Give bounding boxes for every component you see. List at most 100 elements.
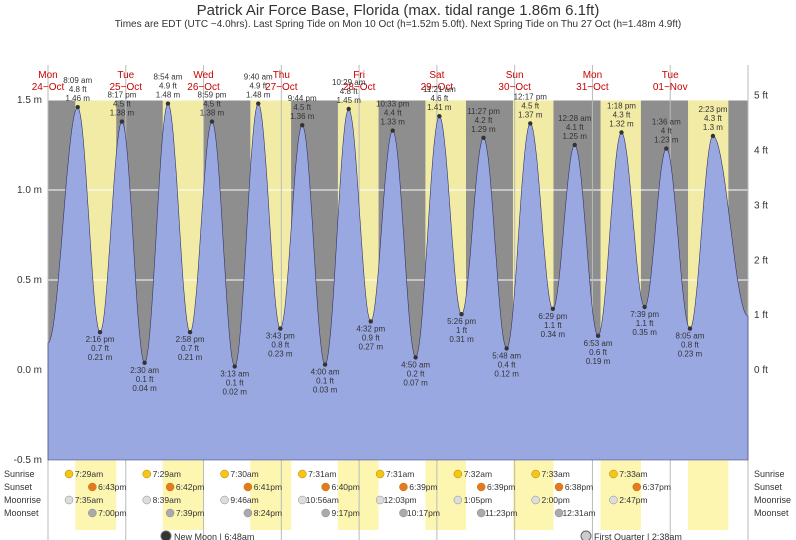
tide-m: 0.34 m	[541, 330, 566, 339]
tide-time: 8:09 am	[63, 76, 92, 85]
sun-time: 6:42pm	[176, 482, 204, 492]
day-dow: Tue	[662, 70, 679, 81]
sun-time: 8:39am	[153, 495, 181, 505]
tide-time: 4:00 am	[311, 368, 340, 377]
tide-time: 2:30 am	[130, 366, 159, 375]
sun-time: 7:29am	[75, 469, 103, 479]
tide-m: 1.23 m	[654, 136, 679, 145]
tide-time: 2:16 pm	[86, 335, 115, 344]
row-label-right: Sunrise	[754, 469, 785, 479]
tide-ft: 0.6 ft	[589, 348, 608, 357]
sun-icon	[399, 483, 407, 491]
tide-time: 8:54 am	[153, 73, 182, 82]
tide-ft: 1.1 ft	[636, 319, 655, 328]
tide-m: 0.31 m	[449, 335, 474, 344]
tide-marker	[688, 326, 692, 330]
tide-time: 5:48 am	[492, 351, 521, 360]
sun-time: 12:03pm	[384, 495, 417, 505]
tide-marker	[481, 136, 485, 140]
tide-time: 6:53 am	[584, 339, 613, 348]
sun-time: 9:17pm	[331, 508, 359, 518]
tide-m: 1.48 m	[246, 91, 271, 100]
tide-m: 0.21 m	[178, 353, 203, 362]
tide-m: 1.45 m	[336, 96, 361, 105]
moon-icon	[609, 496, 617, 504]
tide-marker	[391, 128, 395, 132]
tide-ft: 0.9 ft	[362, 333, 381, 342]
y-tick-m: 0.0 m	[17, 365, 42, 376]
sun-time: 7:39pm	[176, 508, 204, 518]
row-label-right: Sunset	[754, 482, 783, 492]
sun-icon	[477, 483, 485, 491]
tide-marker	[369, 319, 373, 323]
tide-m: 1.25 m	[562, 132, 587, 141]
row-label-left: Moonset	[4, 508, 39, 518]
tide-marker	[233, 364, 237, 368]
sun-time: 7:35am	[75, 495, 103, 505]
tide-ft: 0.8 ft	[681, 341, 700, 350]
day-dow: Tue	[117, 70, 134, 81]
sun-icon	[322, 483, 330, 491]
sun-icon	[454, 470, 462, 478]
day-date: 30−Oct	[498, 82, 531, 93]
y-tick-ft: 4 ft	[754, 146, 768, 157]
tide-m: 0.23 m	[678, 350, 703, 359]
sun-icon	[609, 470, 617, 478]
sun-time: 6:38pm	[565, 482, 593, 492]
sun-time: 7:30am	[230, 469, 258, 479]
tide-marker	[76, 105, 80, 109]
tide-marker	[98, 330, 102, 334]
tide-marker	[278, 326, 282, 330]
tide-time: 5:26 pm	[447, 317, 476, 326]
tide-marker	[210, 119, 214, 123]
sun-time: 7:33am	[541, 469, 569, 479]
tide-ft: 0.7 ft	[91, 344, 110, 353]
sun-time: 6:43pm	[98, 482, 126, 492]
tide-marker	[664, 146, 668, 150]
day-dow: Sun	[506, 70, 524, 81]
tide-m: 1.3 m	[703, 123, 723, 132]
tide-m: 1.38 m	[200, 109, 225, 118]
tide-ft: 4.5 ft	[203, 100, 222, 109]
tide-m: 0.02 m	[223, 387, 248, 396]
tide-time: 7:39 pm	[630, 310, 659, 319]
y-tick-ft: 5 ft	[754, 91, 768, 102]
moon-icon	[244, 509, 252, 517]
tide-ft: 4.5 ft	[113, 100, 132, 109]
tide-m: 0.12 m	[494, 369, 519, 378]
tide-time: 2:58 pm	[176, 335, 205, 344]
tide-time: 3:13 am	[220, 369, 249, 378]
tide-time: 8:05 am	[676, 332, 705, 341]
tide-m: 0.35 m	[632, 328, 657, 337]
chart-svg: -0.5 m0.0 m0.5 m1.0 m1.5 m0 ft1 ft2 ft3 …	[0, 30, 796, 540]
tide-m: 0.03 m	[313, 386, 338, 395]
tide-ft: 4.2 ft	[475, 116, 494, 125]
tide-ft: 0.1 ft	[226, 378, 245, 387]
tide-marker	[323, 362, 327, 366]
moon-icon	[322, 509, 330, 517]
sun-time: 2:00pm	[541, 495, 569, 505]
sun-time: 7:32am	[464, 469, 492, 479]
tide-ft: 0.2 ft	[407, 369, 426, 378]
sun-icon	[244, 483, 252, 491]
tide-m: 0.04 m	[132, 384, 157, 393]
y-tick-m: 1.5 m	[17, 95, 42, 106]
y-tick-m: 0.5 m	[17, 275, 42, 286]
y-tick-m: -0.5 m	[14, 455, 42, 466]
day-dow: Mon	[583, 70, 602, 81]
sun-time: 11:23pm	[485, 508, 517, 518]
tide-ft: 4.8 ft	[340, 87, 359, 96]
day-dow: Wed	[193, 70, 213, 81]
tide-time: 9:40 am	[244, 73, 273, 82]
tide-ft: 4.9 ft	[159, 82, 178, 91]
tide-ft: 0.4 ft	[498, 360, 517, 369]
tide-time: 8:17 pm	[107, 91, 136, 100]
tide-marker	[504, 346, 508, 350]
tide-m: 1.33 m	[380, 118, 405, 127]
tide-marker	[596, 334, 600, 338]
y-tick-ft: 0 ft	[754, 365, 768, 376]
sun-time: 7:29am	[153, 469, 181, 479]
sun-icon	[166, 483, 174, 491]
tide-time: 10:29 am	[332, 78, 366, 87]
chart-subtitle: Times are EDT (UTC −4.0hrs). Last Spring…	[0, 19, 796, 30]
